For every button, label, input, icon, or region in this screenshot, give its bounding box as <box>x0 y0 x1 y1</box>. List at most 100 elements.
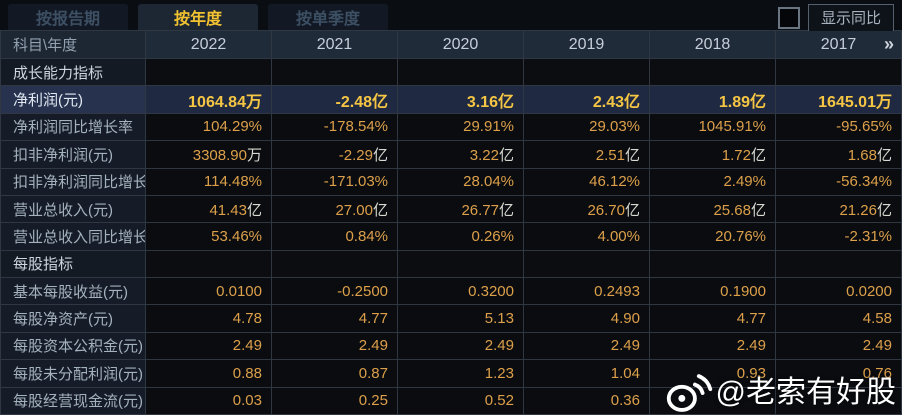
value-number: -0.2500 <box>337 282 388 300</box>
value-cell: -178.54% <box>271 112 398 142</box>
value-cell: 3308.90万 <box>145 140 272 169</box>
value-unit: 亿 <box>372 146 388 164</box>
value-cell: -2.29亿 <box>271 140 398 169</box>
value-cell: 3.16亿 <box>397 85 524 114</box>
value-cell: 2.49 <box>649 331 776 361</box>
value-number: 2.49 <box>484 337 514 355</box>
value-number: 104.29% <box>202 118 262 136</box>
year-header-2019: 2019 <box>523 30 650 59</box>
year-label: 2018 <box>694 35 731 53</box>
year-header-2022: 2022 <box>145 30 272 59</box>
more-years-chevron-icon[interactable]: » <box>883 33 894 54</box>
value-number: 0.0200 <box>846 282 892 300</box>
row-label: 净利润同比增长率 <box>0 112 146 142</box>
value-cell: 29.03% <box>523 112 650 142</box>
row-label: 每股净资产(元) <box>0 304 146 333</box>
value-number: 26.77 <box>461 201 499 219</box>
value-number: 1.23 <box>484 364 514 382</box>
value-number: 4.78 <box>232 310 262 328</box>
value-cell: 0.0200 <box>775 276 902 306</box>
value-cell: 0.84% <box>271 222 398 251</box>
value-number: 29.91% <box>463 118 514 136</box>
value-cell <box>775 249 902 279</box>
tab-by-year[interactable]: 按年度 <box>138 4 258 30</box>
value-cell <box>145 249 272 279</box>
value-cell: 2.43亿 <box>523 85 650 114</box>
value-number: 1.89 <box>718 93 750 111</box>
value-number: 2.49 <box>862 337 892 355</box>
year-header-2017: 2017 » <box>775 30 902 59</box>
value-number: 2.51 <box>595 146 625 164</box>
year-label: 2019 <box>568 35 605 53</box>
show-yoy-button[interactable]: 显示同比 <box>807 4 894 32</box>
value-unit: 亿 <box>876 201 892 219</box>
tab-by-report-period[interactable]: 按报告期 <box>8 4 128 30</box>
value-cell: 0.52 <box>397 386 524 415</box>
value-cell: 0.76 <box>775 359 902 388</box>
row-label: 每股未分配利润(元) <box>0 359 146 388</box>
value-cell: 0.25 <box>271 386 398 415</box>
value-number: 0.2493 <box>594 282 640 300</box>
value-number: 29.03% <box>589 118 640 136</box>
value-number: 2.49 <box>736 337 766 355</box>
value-cell: 1.23 <box>397 359 524 388</box>
row-label: 扣非净利润同比增长率 <box>0 167 146 196</box>
value-unit: 万 <box>245 93 262 111</box>
value-number: -56.34% <box>836 173 892 191</box>
table-header-row: 科目\年度 2022 2021 2020 2019 2018 2017 » <box>0 30 902 59</box>
value-number: 3.22 <box>469 146 499 164</box>
value-number: 3308.90 <box>192 146 247 164</box>
value-cell: 0.0100 <box>145 276 272 306</box>
value-cell: 0.2493 <box>523 276 650 306</box>
tab-by-single-quarter[interactable]: 按单季度 <box>268 4 388 30</box>
value-cell: 1645.01万 <box>775 85 902 114</box>
value-cell <box>649 249 776 279</box>
value-number: 4.77 <box>736 310 766 328</box>
value-cell: 0.93 <box>649 359 776 388</box>
table-row: 扣非净利润(元) 3308.90万 -2.29亿 3.22亿 2.51亿 1.72亿 1.6… <box>0 140 902 169</box>
value-number: 2.49 <box>358 337 388 355</box>
value-cell <box>271 249 398 279</box>
table-row: 每股未分配利润(元) 0.88 0.87 1.23 1.04 0.93 0.76 <box>0 359 902 388</box>
value-number: -2.29 <box>338 146 373 164</box>
value-cell: 1045.91% <box>649 112 776 142</box>
value-number: 0.36 <box>610 392 640 410</box>
value-number: 0.88 <box>232 364 262 382</box>
value-cell: 28.04% <box>397 167 524 196</box>
value-unit: 万 <box>875 93 892 111</box>
value-number: 5.13 <box>484 310 514 328</box>
value-number: 2.49% <box>723 173 766 191</box>
value-unit: 亿 <box>498 146 514 164</box>
row-label: 净利润(元) <box>0 85 146 114</box>
year-label: 2021 <box>316 35 353 53</box>
table-row: 扣非净利润同比增长率 114.48% -171.03% 28.04% 46.12% 2.4… <box>0 167 902 196</box>
value-number: 41.43 <box>209 201 247 219</box>
value-cell: -0.2500 <box>271 276 398 306</box>
table-row: 净利润(元) 1064.84万 -2.48亿 3.16亿 2.43亿 1.89亿 1645.… <box>0 85 902 114</box>
value-number: 1064.84 <box>188 93 246 111</box>
value-number: 1.68 <box>847 146 877 164</box>
value-unit: 亿 <box>498 201 514 219</box>
value-number: 28.04% <box>463 173 514 191</box>
section-row: 每股指标 <box>0 249 902 279</box>
value-cell: 114.48% <box>145 167 272 196</box>
value-number: 1.04 <box>610 364 640 382</box>
value-unit: 亿 <box>624 201 640 219</box>
value-cell: 0.88 <box>145 359 272 388</box>
value-number: 4.00% <box>597 227 640 245</box>
value-cell <box>523 249 650 279</box>
value-cell: 2.49 <box>397 331 524 361</box>
table-row: 净利润同比增长率 104.29% -178.54% 29.91% 29.03% 1045.… <box>0 112 902 142</box>
value-cell <box>145 57 272 87</box>
value-cell: -2.31% <box>775 222 902 251</box>
year-label: 2017 <box>820 35 857 53</box>
value-cell: -171.03% <box>271 167 398 196</box>
value-number: 1045.91% <box>698 118 766 136</box>
value-cell: 27.00亿 <box>271 194 398 224</box>
value-cell <box>397 249 524 279</box>
show-yoy-checkbox[interactable] <box>777 7 800 29</box>
value-cell: 2.49 <box>271 331 398 361</box>
value-unit: 亿 <box>372 201 388 219</box>
value-cell: 4.90 <box>523 304 650 333</box>
value-number: 1.72 <box>721 146 751 164</box>
